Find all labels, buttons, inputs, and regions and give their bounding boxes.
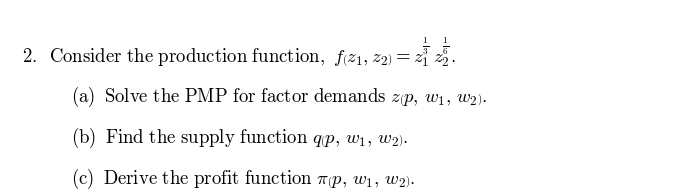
Text: $\mathrm{(b)}\;\; \mathrm{Find\ the\ supply\ function}\ q\left(p,\, w_1,\, w_2\r: $\mathrm{(b)}\;\; \mathrm{Find\ the\ sup… xyxy=(71,126,408,150)
Text: $\mathrm{(c)}\;\; \mathrm{Derive\ the\ profit\ function}\ \pi\left(p,\, w_1,\, w: $\mathrm{(c)}\;\; \mathrm{Derive\ the\ p… xyxy=(71,167,415,191)
Text: $\mathrm{(a)}\;\; \mathrm{Solve\ the\ PMP\ for\ factor\ demands}\ z\left(p,\, w_: $\mathrm{(a)}\;\; \mathrm{Solve\ the\ PM… xyxy=(71,85,487,109)
Text: $2.\;\; \mathrm{Consider\ the\ production\ function,}\ f\left(z_1, z_2\right) = : $2.\;\; \mathrm{Consider\ the\ productio… xyxy=(22,35,456,69)
